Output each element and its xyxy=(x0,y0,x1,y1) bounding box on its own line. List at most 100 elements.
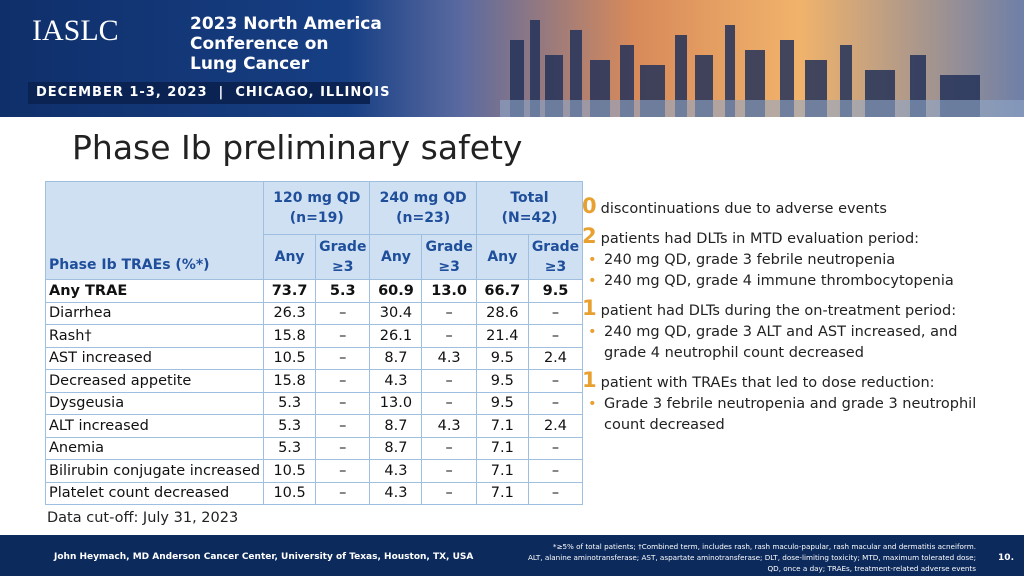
row-label: Rash† xyxy=(44,324,265,348)
cell: 10.5 xyxy=(263,481,317,505)
cell: 4.3 xyxy=(369,459,423,483)
cell: – xyxy=(315,369,371,393)
cell: – xyxy=(421,459,477,483)
cell: 15.8 xyxy=(263,369,317,393)
cell: 7.1 xyxy=(475,414,529,438)
summary-count: 0 xyxy=(582,194,597,218)
footnote: *≥5% of total patients; †Combined term, … xyxy=(552,542,976,551)
cell: 28.6 xyxy=(475,301,529,325)
cell: 10.5 xyxy=(263,346,317,370)
subheader: Grade ≥3 xyxy=(315,234,371,280)
cell: 5.3 xyxy=(263,436,317,460)
safety-table: Phase Ib TRAEs (%*) 120 mg QD (n=19) 240 mg… xyxy=(44,181,584,505)
summary-count: 2 xyxy=(582,224,597,248)
cell: – xyxy=(421,324,477,348)
data-row: Bilirubin conjugate increased 10.5–4.3–7.… xyxy=(44,459,584,483)
cell: – xyxy=(527,481,584,505)
cell: 13.0 xyxy=(369,391,423,415)
row-label: Anemia xyxy=(44,436,265,460)
summary: 0 discontinuations due to adverse events 2… xyxy=(582,196,982,442)
cell: – xyxy=(315,481,371,505)
cutoff: Data cut-off: July 31, 2023 xyxy=(47,510,239,526)
cell: 9.5 xyxy=(475,346,529,370)
summary-item: 2 patients had DLTs in MTD evaluation per… xyxy=(582,226,982,293)
cell: – xyxy=(527,369,584,393)
cell: 2.4 xyxy=(527,346,584,370)
group-name: 120 mg QD xyxy=(273,190,361,206)
cell: – xyxy=(421,369,477,393)
row-label: Dysgeusia xyxy=(44,391,265,415)
subheader: Any xyxy=(369,234,423,280)
footer xyxy=(0,535,1024,576)
data-row: Decreased appetite 15.8–4.3–9.5– xyxy=(44,369,584,393)
summary-text: patient had DLTs during the on-treatment… xyxy=(600,303,957,319)
cell: 26.1 xyxy=(369,324,423,348)
header-row: Phase Ib TRAEs (%*) 120 mg QD (n=19) 240 mg… xyxy=(44,181,584,280)
cell: 7.1 xyxy=(475,436,529,460)
summary-count: 1 xyxy=(582,368,597,392)
subheader: Any xyxy=(263,234,317,280)
summary-head: 1 patient with TRAEs that led to dose red… xyxy=(582,370,982,394)
cell: – xyxy=(421,301,477,325)
footnote: ALT, alanine aminotransferase; AST, aspa… xyxy=(527,553,976,562)
cell: 60.9 xyxy=(369,279,423,303)
cell: 5.3 xyxy=(315,279,371,303)
conference-line: Lung Cancer xyxy=(190,54,310,74)
cell: 7.1 xyxy=(475,459,529,483)
data-row: Anemia 5.3–8.7–7.1– xyxy=(44,436,584,460)
summary-text: patients had DLTs in MTD evaluation peri… xyxy=(600,231,920,247)
data-row: Any TRAE 73.7 5.3 60.9 13.0 66.7 9.5 xyxy=(44,279,584,303)
bullet: 240 mg QD, grade 4 immune thrombocytopen… xyxy=(582,271,982,292)
cell: 30.4 xyxy=(369,301,423,325)
data-row: ALT increased 5.3–8.7 4.3 7.1 2.4 xyxy=(44,414,584,438)
cell: 4.3 xyxy=(369,481,423,505)
summary-count: 1 xyxy=(582,296,597,320)
cell: 9.5 xyxy=(475,369,529,393)
page-number: 10. xyxy=(998,553,1014,563)
data-row: Platelet count decreased 10.5–4.3–7.1– xyxy=(44,481,584,505)
row-header: Phase Ib TRAEs (%*) xyxy=(44,181,265,280)
cell: – xyxy=(315,414,371,438)
cell: – xyxy=(315,324,371,348)
group-header: 120 mg QD (n=19) xyxy=(263,181,371,235)
cell: 10.5 xyxy=(263,459,317,483)
cell: 5.3 xyxy=(263,414,317,438)
summary-head: 1 patient had DLTs during the on-treatmen… xyxy=(582,298,982,322)
cell: – xyxy=(527,459,584,483)
cell: 8.7 xyxy=(369,346,423,370)
cell: 21.4 xyxy=(475,324,529,348)
cell: – xyxy=(315,391,371,415)
cell: 9.5 xyxy=(527,279,584,303)
summary-head: 0 discontinuations due to adverse events xyxy=(582,196,982,220)
cell: – xyxy=(527,436,584,460)
data-row: AST increased 10.5–8.7 4.3 9.5 2.4 xyxy=(44,346,584,370)
cell: 7.1 xyxy=(475,481,529,505)
group-header: Total (N=42) xyxy=(475,181,584,235)
row-label: Decreased appetite xyxy=(44,369,265,393)
bullet: Grade 3 febrile neutropenia and grade 3 … xyxy=(582,394,982,436)
summary-head: 2 patients had DLTs in MTD evaluation per… xyxy=(582,226,982,250)
cell: 15.8 xyxy=(263,324,317,348)
summary-item: 1 patient had DLTs during the on-treatmen… xyxy=(582,298,982,364)
conference-name: 2023 North America Conference on Lung Ca… xyxy=(190,14,382,74)
cell: 8.7 xyxy=(369,436,423,460)
cell: 9.5 xyxy=(475,391,529,415)
cell: 4.3 xyxy=(369,369,423,393)
data-row: Dysgeusia 5.3–13.0–9.5– xyxy=(44,391,584,415)
row-label: ALT increased xyxy=(44,414,265,438)
slide-title: Phase Ib preliminary safety xyxy=(72,128,523,167)
bullet: 240 mg QD, grade 3 febrile neutropenia xyxy=(582,250,982,271)
cell: – xyxy=(421,481,477,505)
cell: – xyxy=(421,436,477,460)
group-n: (n=23) xyxy=(396,210,451,226)
summary-item: 1 patient with TRAEs that led to dose red… xyxy=(582,370,982,436)
cell: 66.7 xyxy=(475,279,529,303)
row-label: Bilirubin conjugate increased xyxy=(44,459,265,483)
group-name: 240 mg QD xyxy=(379,190,467,206)
cell: – xyxy=(421,391,477,415)
cell: – xyxy=(527,391,584,415)
data-row: Diarrhea 26.3–30.4–28.6– xyxy=(44,301,584,325)
group-header: 240 mg QD (n=23) xyxy=(369,181,477,235)
subheader: Any xyxy=(475,234,529,280)
summary-text: patient with TRAEs that led to dose redu… xyxy=(600,375,935,391)
